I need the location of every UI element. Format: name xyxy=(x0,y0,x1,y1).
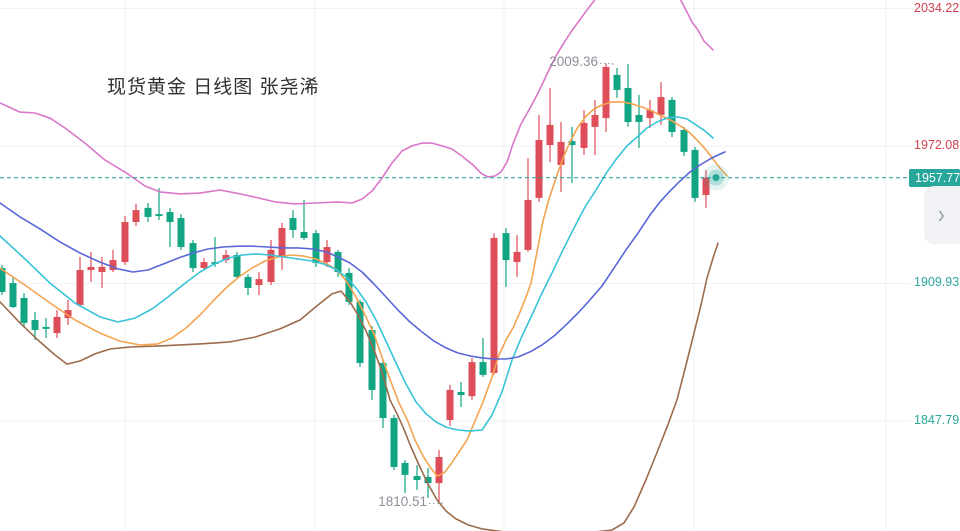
candle-body xyxy=(368,330,376,390)
candle-body xyxy=(345,272,353,302)
candle-body xyxy=(233,255,241,277)
candle-body xyxy=(9,283,17,307)
y-axis-label: 2034.22 xyxy=(914,1,960,15)
bollinger-upper-line xyxy=(0,0,596,205)
ma-cyan-line xyxy=(0,116,714,432)
candle-body xyxy=(557,141,565,165)
candle-body xyxy=(624,87,632,123)
y-axis-label: 1847.79 xyxy=(914,412,960,427)
candle-body xyxy=(379,362,387,419)
candle-body xyxy=(121,222,129,263)
candle-body xyxy=(580,122,588,148)
y-axis-label: 1972.08 xyxy=(914,137,960,152)
candle-body xyxy=(200,262,208,269)
candle-body xyxy=(435,456,443,484)
candle-body xyxy=(278,228,286,257)
candle-body xyxy=(144,207,152,217)
candle-body xyxy=(53,316,61,334)
candle-body xyxy=(244,276,252,288)
candle-body xyxy=(334,251,342,273)
chevron-right-icon: › xyxy=(938,200,945,230)
ma-blue-line xyxy=(0,151,726,360)
candle-body xyxy=(668,99,676,132)
candle-body xyxy=(702,177,710,196)
candle-body xyxy=(222,255,230,261)
candle-body xyxy=(64,310,72,319)
bollinger-upper-line xyxy=(679,0,714,51)
candle-body xyxy=(31,320,39,330)
last-price-dot xyxy=(712,174,720,182)
candle-body xyxy=(568,141,576,146)
candle-body xyxy=(289,218,297,230)
candle-body xyxy=(502,233,510,261)
candle-body xyxy=(109,260,117,271)
candle-body xyxy=(424,476,432,484)
candle-body xyxy=(189,243,197,269)
candle-body xyxy=(457,391,465,396)
candle-body xyxy=(76,270,84,305)
candle-body xyxy=(657,97,665,115)
candle-body xyxy=(255,279,263,286)
candle-body xyxy=(446,389,454,421)
candle-body xyxy=(613,74,621,90)
candle-body xyxy=(166,212,174,223)
candle-body xyxy=(98,266,106,273)
candle-body xyxy=(680,130,688,152)
annotation-high: 2009.36 xyxy=(549,54,598,70)
candle-body xyxy=(535,139,543,198)
candle-body xyxy=(635,114,643,123)
candle-body xyxy=(468,362,476,397)
candle-body xyxy=(20,297,28,323)
candle-body xyxy=(591,114,599,127)
chart-title: 现货黄金 日线图 张尧浠 xyxy=(107,77,320,98)
candle-body xyxy=(524,199,532,250)
candle-body xyxy=(177,218,185,248)
candle-body xyxy=(42,326,50,329)
current-price-tag: 1957.77 xyxy=(909,168,960,187)
candle-body xyxy=(132,210,140,223)
candle-body xyxy=(323,247,331,263)
candle-body xyxy=(87,266,95,271)
candle-body xyxy=(356,301,364,363)
candle-body xyxy=(300,231,308,238)
candle-body xyxy=(312,233,320,263)
annotation-low: 1810.51 xyxy=(378,494,427,510)
candle-body xyxy=(546,124,554,146)
candle-body xyxy=(267,249,275,282)
bollinger-lower-line xyxy=(0,242,719,531)
candle-body xyxy=(401,462,409,475)
candle-body xyxy=(490,237,498,373)
candle-body xyxy=(513,251,521,263)
ma-orange-line xyxy=(0,101,728,477)
y-axis-label: 1909.93 xyxy=(914,275,960,290)
candle-body xyxy=(390,418,398,467)
candle-body xyxy=(646,110,654,119)
current-price-value: 1957.77 xyxy=(915,170,960,185)
candle-body xyxy=(479,362,487,375)
candle-body xyxy=(0,268,6,292)
panel-expand-button[interactable]: › xyxy=(924,186,960,244)
candle-body xyxy=(691,149,699,198)
candle-body xyxy=(413,476,421,480)
candle-body xyxy=(155,214,163,217)
candle-body xyxy=(602,66,610,119)
